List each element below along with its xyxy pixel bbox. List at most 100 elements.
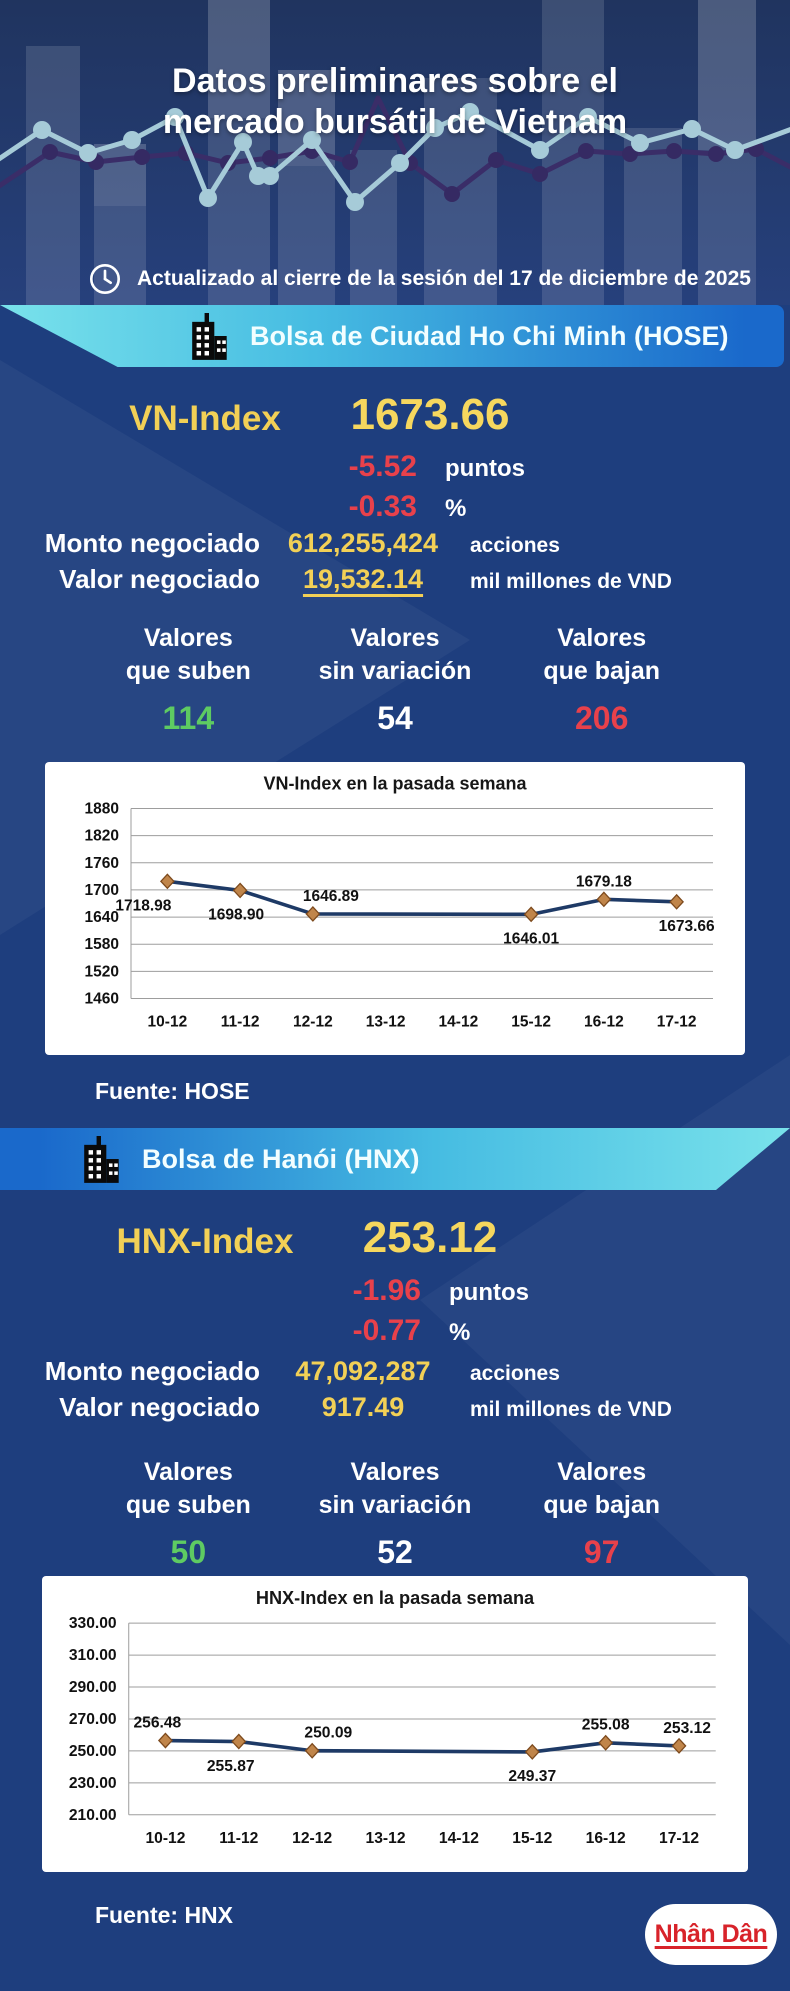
hnx-turnover-value: 917.49 bbox=[321, 1392, 405, 1422]
vn-volume-value: 612,255,424 bbox=[287, 528, 439, 558]
vn-advancers-count: 114 bbox=[162, 700, 215, 736]
svg-text:1760: 1760 bbox=[85, 855, 119, 872]
hnx-source: Fuente: HNX bbox=[95, 1902, 233, 1928]
hnx-turnover-label: Valor negociado bbox=[59, 1392, 260, 1422]
hose-banner: Bolsa de Ciudad Ho Chi Minh (HOSE) bbox=[0, 305, 784, 367]
vn-volume-label: Monto negociado bbox=[44, 528, 260, 558]
page-title: Datos preliminares sobre el mercado burs… bbox=[0, 61, 790, 143]
header: Datos preliminares sobre el mercado burs… bbox=[0, 0, 790, 305]
hnx-advancers: Valores que suben 50 bbox=[85, 1456, 292, 1571]
hnx-turnover-unit: mil millones de VND bbox=[470, 1398, 672, 1421]
decorative-bars-and-lines bbox=[0, 0, 790, 305]
building-icon bbox=[192, 313, 227, 360]
svg-text:1673.66: 1673.66 bbox=[659, 918, 715, 935]
svg-text:1698.90: 1698.90 bbox=[208, 906, 264, 923]
nhan-dan-logo-text: Nhân Dân bbox=[654, 1920, 768, 1948]
vn-volume-row: Monto negociado 612,255,424 acciones bbox=[0, 528, 790, 559]
building-icon bbox=[78, 1134, 124, 1184]
vn-decliners: Valores que bajan 206 bbox=[498, 622, 705, 737]
svg-text:16-12: 16-12 bbox=[586, 1830, 626, 1847]
vn-decliners-count: 206 bbox=[574, 700, 629, 736]
svg-text:11-12: 11-12 bbox=[219, 1830, 258, 1847]
vn-unchanged-count: 54 bbox=[377, 700, 413, 736]
svg-text:253.12: 253.12 bbox=[663, 1720, 711, 1737]
hnx-advancers-count: 50 bbox=[170, 1534, 207, 1570]
hnx-points-unit: puntos bbox=[449, 1279, 529, 1306]
vn-points-unit: puntos bbox=[445, 455, 525, 482]
svg-text:250.00: 250.00 bbox=[69, 1743, 117, 1760]
svg-text:14-12: 14-12 bbox=[439, 1830, 479, 1847]
hnx-banner: Bolsa de Hanói (HNX) bbox=[0, 1128, 790, 1190]
vn-index-weekly-chart: VN-Index en la pasada semana 1880 1820 1760… bbox=[85, 774, 716, 1031]
svg-text:1520: 1520 bbox=[85, 963, 119, 980]
vn-percent-unit: % bbox=[445, 495, 467, 522]
svg-text:256.48: 256.48 bbox=[133, 1714, 181, 1731]
svg-text:17-12: 17-12 bbox=[657, 1014, 697, 1031]
hnx-turnover-row: Valor negociado 917.49 mil millones de V… bbox=[0, 1392, 790, 1423]
svg-text:250.09: 250.09 bbox=[304, 1725, 352, 1742]
hnx-volume-unit: acciones bbox=[470, 1362, 560, 1385]
vn-index-change: -5.52 puntos -0.33 % bbox=[322, 450, 525, 524]
svg-text:15-12: 15-12 bbox=[512, 1830, 552, 1847]
hnx-banner-title: Bolsa de Hanói (HNX) bbox=[142, 1143, 420, 1174]
svg-text:1646.89: 1646.89 bbox=[303, 888, 359, 905]
svg-text:310.00: 310.00 bbox=[69, 1647, 117, 1664]
vn-unchanged: Valores sin variación 54 bbox=[292, 622, 499, 737]
hnx-percent-unit: % bbox=[449, 1319, 471, 1346]
hnx-index-change: -1.96 puntos -0.77 % bbox=[326, 1274, 529, 1348]
vn-index-value: 1673.66 bbox=[350, 390, 510, 439]
hnx-index-weekly-chart: HNX-Index en la pasada semana 330.00 310.0… bbox=[69, 1588, 716, 1847]
hnx-change-points: -1.96 bbox=[352, 1274, 421, 1307]
vn-index-label: VN-Index bbox=[129, 399, 281, 438]
svg-text:1820: 1820 bbox=[85, 828, 119, 845]
svg-text:230.00: 230.00 bbox=[69, 1775, 117, 1792]
svg-text:11-12: 11-12 bbox=[221, 1014, 260, 1031]
hnx-volume-row: Monto negociado 47,092,287 acciones bbox=[0, 1356, 790, 1387]
svg-text:1646.01: 1646.01 bbox=[503, 930, 559, 947]
hnx-volume-value: 47,092,287 bbox=[295, 1356, 431, 1386]
svg-text:255.08: 255.08 bbox=[582, 1717, 630, 1734]
svg-text:12-12: 12-12 bbox=[292, 1830, 332, 1847]
svg-text:15-12: 15-12 bbox=[511, 1014, 551, 1031]
svg-text:10-12: 10-12 bbox=[148, 1014, 188, 1031]
hnx-index-chart-card: HNX-Index en la pasada semana 330.00 310.0… bbox=[42, 1576, 748, 1872]
hnx-index-value: 253.12 bbox=[362, 1213, 498, 1262]
vn-volume-unit: acciones bbox=[470, 534, 560, 557]
hnx-market-breadth: Valores que suben 50 Valores sin variación… bbox=[85, 1456, 705, 1571]
svg-text:13-12: 13-12 bbox=[366, 1830, 406, 1847]
hnx-unchanged-count: 52 bbox=[377, 1534, 413, 1570]
svg-text:14-12: 14-12 bbox=[439, 1014, 479, 1031]
vn-turnover-label: Valor negociado bbox=[59, 564, 260, 594]
vn-turnover-row: Valor negociado 19,532.14 mil millones d… bbox=[0, 564, 790, 595]
hnx-index-label: HNX-Index bbox=[116, 1222, 294, 1261]
hnx-change-percent: -0.77 bbox=[352, 1314, 421, 1347]
svg-text:1700: 1700 bbox=[85, 882, 119, 899]
svg-text:290.00: 290.00 bbox=[69, 1679, 117, 1696]
vn-advancers: Valores que suben 114 bbox=[85, 622, 292, 737]
svg-text:17-12: 17-12 bbox=[659, 1830, 699, 1847]
hnx-decliners-count: 97 bbox=[583, 1534, 620, 1570]
svg-text:1640: 1640 bbox=[85, 909, 119, 926]
svg-text:1880: 1880 bbox=[85, 801, 119, 818]
svg-text:1718.98: 1718.98 bbox=[115, 897, 171, 914]
vn-change-percent: -0.33 bbox=[348, 490, 417, 523]
nhan-dan-logo: Nhân Dân bbox=[645, 1904, 777, 1965]
vn-market-breadth: Valores que suben 114 Valores sin variació… bbox=[85, 622, 705, 737]
hose-source: Fuente: HOSE bbox=[95, 1078, 250, 1104]
hnx-unchanged: Valores sin variación 52 bbox=[292, 1456, 499, 1571]
svg-text:210.00: 210.00 bbox=[69, 1807, 117, 1824]
svg-text:255.87: 255.87 bbox=[207, 1758, 255, 1775]
svg-text:16-12: 16-12 bbox=[584, 1014, 624, 1031]
svg-text:1580: 1580 bbox=[85, 936, 119, 953]
vn-change-points: -5.52 bbox=[348, 450, 417, 483]
svg-text:VN-Index en la pasada semana: VN-Index en la pasada semana bbox=[263, 774, 527, 794]
svg-text:1679.18: 1679.18 bbox=[576, 873, 632, 890]
vn-index-chart-card: VN-Index en la pasada semana 1880 1820 1760… bbox=[45, 762, 745, 1055]
svg-text:330.00: 330.00 bbox=[69, 1615, 117, 1632]
svg-text:1460: 1460 bbox=[85, 991, 119, 1008]
page-title-line2: mercado bursátil de Vietnam bbox=[162, 102, 628, 141]
vn-turnover-unit: mil millones de VND bbox=[470, 570, 672, 593]
svg-text:12-12: 12-12 bbox=[293, 1014, 333, 1031]
svg-text:249.37: 249.37 bbox=[508, 1768, 556, 1785]
